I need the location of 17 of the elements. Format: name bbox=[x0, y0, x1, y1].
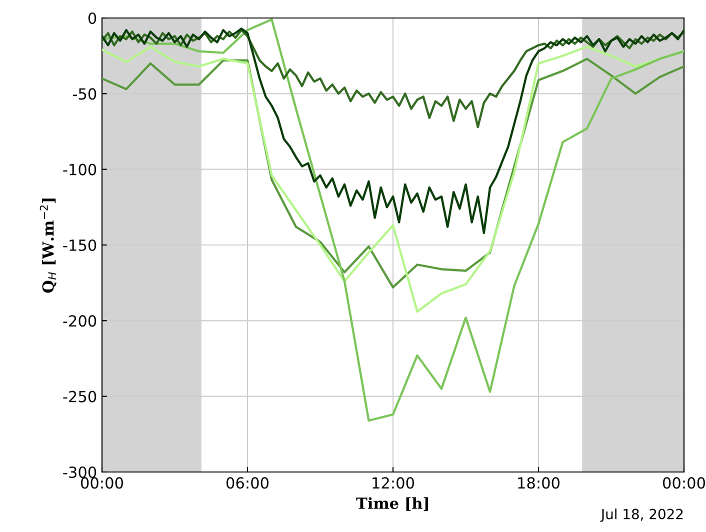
y-tick-label: -200 bbox=[63, 315, 96, 327]
y-tick-label: -150 bbox=[63, 239, 96, 252]
x-tick-label: 12:00 bbox=[372, 477, 414, 489]
x-tick-label: 00:00 bbox=[80, 477, 123, 489]
y-tick-label: -250 bbox=[63, 390, 96, 402]
y-tick-label: -300 bbox=[63, 466, 96, 478]
line-series bbox=[102, 27, 684, 234]
text: Jul 18, 2022 bbox=[600, 508, 683, 522]
y-axis-title: Q$_{H}$ [W.m$^{−2}$] bbox=[40, 198, 56, 293]
y-tick-label: -50 bbox=[72, 88, 96, 100]
x-tick-label: 06:00 bbox=[226, 477, 268, 489]
y-tick-label: 0 bbox=[88, 12, 96, 24]
x-tick-label: 00:00 bbox=[662, 477, 705, 489]
line-series bbox=[102, 28, 684, 128]
y-tick-label: -100 bbox=[63, 164, 96, 176]
x-axis-title: Time [h] bbox=[356, 497, 428, 511]
x-tick-label: 18:00 bbox=[518, 477, 560, 489]
